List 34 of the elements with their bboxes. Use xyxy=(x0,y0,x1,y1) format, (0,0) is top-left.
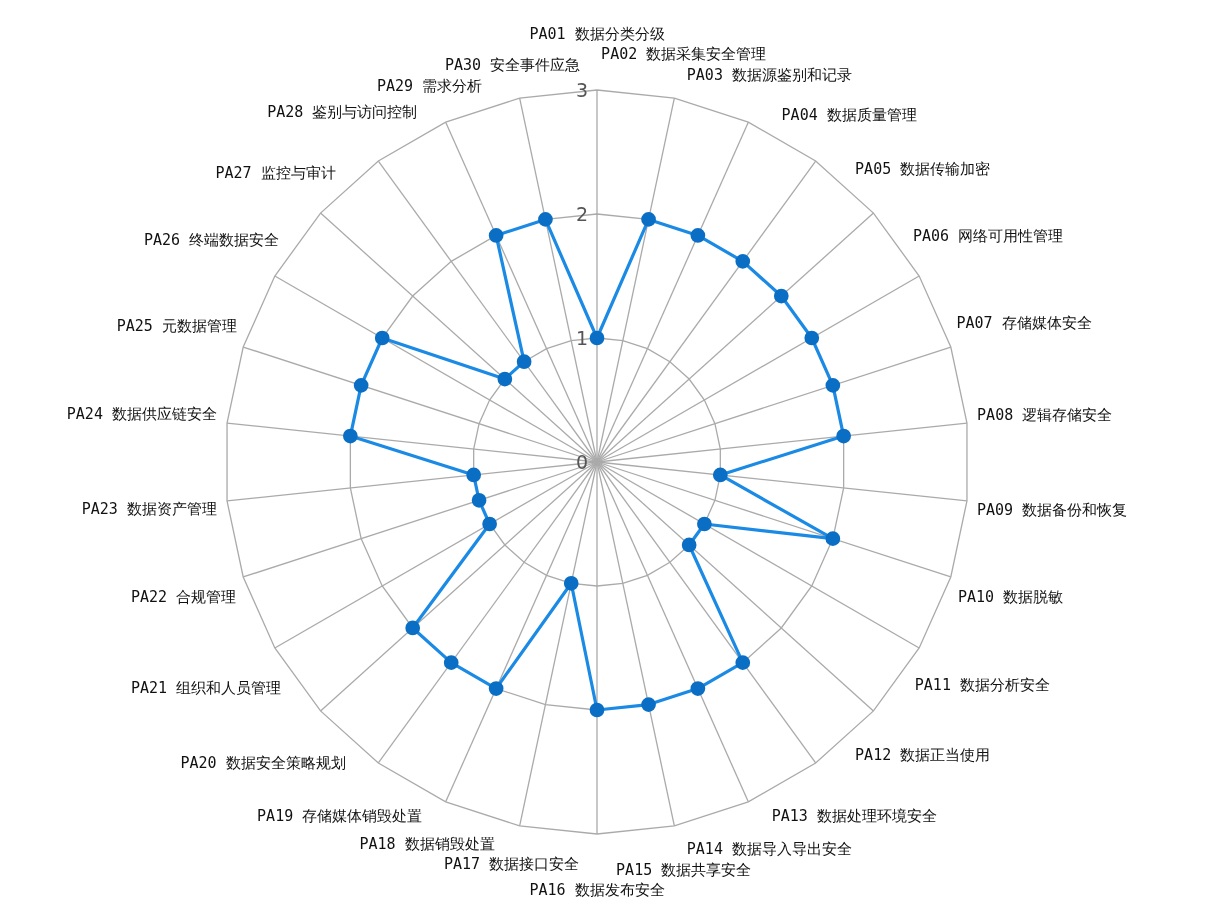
spoke-label: PA12 数据正当使用 xyxy=(855,746,991,765)
y-tick-label: 1 xyxy=(575,326,588,349)
spoke-label: PA26 终端数据安全 xyxy=(144,230,280,249)
y-tick-label: 3 xyxy=(575,78,588,101)
spoke-label: PA30 安全事件应急 xyxy=(445,56,581,75)
spoke-label: PA08 逻辑存储安全 xyxy=(977,406,1113,425)
spoke-label: PA02 数据采集安全管理 xyxy=(601,45,767,64)
spoke-label: PA28 鉴别与访问控制 xyxy=(267,102,418,121)
spoke-label: PA23 数据资产管理 xyxy=(81,500,217,519)
y-tick-label: 0 xyxy=(575,450,588,473)
spoke-label: PA24 数据供应链安全 xyxy=(66,405,217,424)
spoke-label: PA04 数据质量管理 xyxy=(781,106,917,125)
spoke-label: PA15 数据共享安全 xyxy=(616,860,752,879)
spoke-label: PA17 数据接口安全 xyxy=(444,855,580,874)
spoke-label: PA19 存储媒体销毁处置 xyxy=(257,807,423,826)
spoke-label: PA01 数据分类分级 xyxy=(529,25,665,44)
spoke-label: PA10 数据脱敏 xyxy=(957,587,1064,606)
spoke-label: PA14 数据导入导出安全 xyxy=(686,840,852,859)
spoke-label: PA06 网络可用性管理 xyxy=(912,227,1064,246)
spoke-label: PA05 数据传输加密 xyxy=(855,160,991,179)
spoke-label: PA18 数据销毁处置 xyxy=(359,834,495,853)
spoke-label: PA25 元数据管理 xyxy=(116,316,237,335)
spoke-label: PA09 数据备份和恢复 xyxy=(977,501,1128,520)
spoke-label: PA22 合规管理 xyxy=(130,587,237,606)
spoke-label: PA21 组织和人员管理 xyxy=(130,679,282,698)
spoke-label: PA20 数据安全策略规划 xyxy=(180,753,346,772)
spoke-label: PA13 数据处理环境安全 xyxy=(771,807,937,826)
spoke-label: PA16 数据发布安全 xyxy=(529,881,665,900)
spoke-label: PA27 监控与审计 xyxy=(215,163,336,182)
spoke-label: PA11 数据分析安全 xyxy=(914,675,1050,694)
spoke-label: PA29 需求分析 xyxy=(377,77,483,96)
spoke-label: PA03 数据源鉴别和记录 xyxy=(686,66,852,85)
spoke-label: PA07 存储媒体安全 xyxy=(956,314,1092,333)
y-tick-label: 2 xyxy=(575,202,588,225)
